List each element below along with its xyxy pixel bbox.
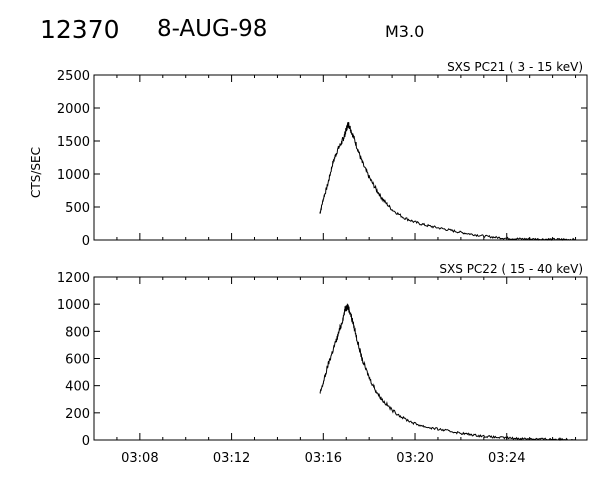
series-line <box>319 121 576 241</box>
y-tick-label: 400 <box>65 380 90 395</box>
y-tick-label: 800 <box>65 325 90 340</box>
x-tick-label: 03:20 <box>396 451 433 466</box>
y-tick-label: 500 <box>65 201 90 216</box>
y-tick-label: 1000 <box>57 298 90 313</box>
y-tick-label: 200 <box>65 407 90 422</box>
y-tick-label: 1200 <box>57 271 90 286</box>
y-tick-label: 1000 <box>57 168 90 183</box>
y-tick-label: 2500 <box>57 69 90 84</box>
plot-frame <box>93 74 588 241</box>
panel-pc21: SXS PC21 ( 3 - 15 keV) 0 500 1000 1500 2000 25… <box>29 60 588 249</box>
y-tick-label: 1500 <box>57 135 90 150</box>
y-tick-label: 0 <box>82 434 90 449</box>
y-axis-label: CTS/SEC <box>29 147 43 198</box>
panel-pc22: SXS PC22 ( 15 - 40 keV) 0 200 400 600 800 1000… <box>57 262 588 466</box>
y-tick-label: 600 <box>65 353 90 368</box>
x-tick-label: 03:24 <box>488 451 525 466</box>
x-tick-label: 03:12 <box>213 451 250 466</box>
y-tick-label: 0 <box>82 234 90 249</box>
panel-title: SXS PC21 ( 3 - 15 keV) <box>447 60 583 74</box>
y-tick-label: 2000 <box>57 102 90 117</box>
x-tick-label: 03:16 <box>305 451 342 466</box>
flare-class: M3.0 <box>385 22 425 41</box>
plot-frame <box>93 276 588 441</box>
flare-id: 12370 <box>40 15 120 44</box>
flare-date: 8-AUG-98 <box>157 16 268 42</box>
series-line <box>319 303 576 442</box>
x-tick-label: 03:08 <box>121 451 158 466</box>
panel-title: SXS PC22 ( 15 - 40 keV) <box>439 262 583 276</box>
